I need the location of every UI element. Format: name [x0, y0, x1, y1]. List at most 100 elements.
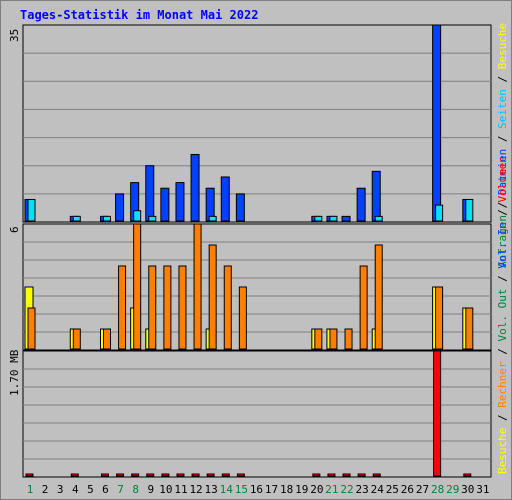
- x-tick-label-day-21: 21: [325, 483, 338, 496]
- bar-rechner-day-8: [133, 223, 142, 350]
- legend-entry: Volumen: [496, 156, 509, 203]
- x-tick-label-day-14: 14: [220, 483, 234, 496]
- legend-entry: /: [496, 69, 509, 90]
- bar-volumen-day-6: [100, 473, 109, 477]
- bar-rechner-day-4: [72, 328, 81, 350]
- bar-rechner-day-30: [465, 307, 474, 350]
- legend-entry: Rechner: [496, 361, 509, 408]
- bar-rechner-day-14: [223, 265, 232, 350]
- bar-dateien-day-23: [356, 187, 366, 222]
- x-tick-label-day-28: 28: [431, 483, 444, 496]
- x-tick-label-day-2: 2: [42, 483, 49, 496]
- legend-entry: /: [496, 407, 509, 428]
- panel-0-frame: [22, 24, 492, 223]
- bar-volumen-day-23: [357, 473, 366, 477]
- x-tick-label-day-19: 19: [295, 483, 308, 496]
- bar-volumen-day-20: [312, 473, 321, 477]
- bar-seiten-day-28: [435, 204, 444, 222]
- bar-rechner-day-7: [118, 265, 127, 350]
- x-tick-label-day-6: 6: [102, 483, 109, 496]
- bar-rechner-day-21: [329, 328, 338, 350]
- x-tick-label-day-12: 12: [189, 483, 202, 496]
- bar-rechner-day-20: [314, 328, 323, 350]
- bar-dateien-day-14: [220, 176, 230, 222]
- bar-seiten-day-1: [27, 198, 36, 222]
- bar-rechner-day-24: [374, 244, 383, 350]
- middle-panel-max-label: 6: [8, 226, 21, 233]
- bar-volumen-day-24: [372, 473, 381, 477]
- bar-dateien-day-28: [432, 24, 442, 222]
- bar-dateien-day-22: [341, 215, 351, 222]
- bar-volumen-day-14: [221, 473, 230, 477]
- x-tick-label-day-4: 4: [72, 483, 79, 496]
- bar-volumen-day-28: [433, 350, 442, 477]
- bar-seiten-day-9: [148, 215, 157, 222]
- x-tick-label-day-29: 29: [446, 483, 459, 496]
- x-tick-label-day-26: 26: [401, 483, 414, 496]
- bar-seiten-day-24: [374, 215, 383, 222]
- bar-rechner-day-9: [148, 265, 157, 350]
- bar-volumen-day-15: [236, 473, 245, 477]
- bar-dateien-day-9: [145, 165, 155, 222]
- bar-volumen-day-4: [70, 473, 79, 477]
- x-tick-label-day-15: 15: [235, 483, 248, 496]
- bar-rechner-day-13: [208, 244, 217, 350]
- x-tick-label-day-17: 17: [265, 483, 278, 496]
- x-tick-label-day-9: 9: [147, 483, 154, 496]
- bar-volumen-day-30: [463, 473, 472, 477]
- x-tick-label-day-31: 31: [476, 483, 489, 496]
- bar-rechner-day-1: [27, 307, 36, 350]
- bar-volumen-day-10: [161, 473, 170, 477]
- bar-seiten-day-13: [208, 215, 217, 222]
- x-tick-label-day-7: 7: [117, 483, 124, 496]
- legend-entry: Besuche: [496, 22, 509, 70]
- x-tick-label-day-1: 1: [27, 483, 34, 496]
- chart-title: Tages-Statistik im Monat Mai 2022: [20, 8, 259, 22]
- bar-volumen-day-1: [25, 473, 34, 477]
- bar-volumen-day-13: [206, 473, 215, 477]
- bar-seiten-day-20: [314, 215, 323, 222]
- bar-volumen-day-12: [191, 473, 200, 477]
- bar-rechner-day-15: [238, 286, 247, 350]
- x-tick-label-day-24: 24: [371, 483, 385, 496]
- bar-volumen-day-11: [176, 473, 185, 477]
- panel-2-frame: [22, 350, 492, 478]
- x-tick-label-day-13: 13: [205, 483, 218, 496]
- bar-volumen-day-21: [327, 473, 336, 477]
- bar-volumen-day-22: [342, 473, 351, 477]
- bar-rechner-day-11: [178, 265, 187, 350]
- bar-seiten-day-6: [102, 215, 111, 222]
- bar-rechner-day-10: [163, 265, 172, 350]
- legend-entry: Vol. In: [496, 222, 509, 269]
- bar-dateien-day-12: [190, 153, 200, 222]
- x-tick-label-day-27: 27: [416, 483, 429, 496]
- bar-rechner-day-23: [359, 265, 368, 350]
- bar-dateien-day-15: [235, 193, 245, 222]
- bar-rechner-day-6: [102, 328, 111, 350]
- bar-dateien-day-11: [175, 182, 185, 222]
- bar-dateien-day-7: [115, 193, 125, 222]
- bar-rechner-day-12: [193, 223, 202, 350]
- x-tick-label-day-3: 3: [57, 483, 64, 496]
- bar-volumen-day-8: [131, 473, 140, 477]
- top-panel-max-label: 35: [8, 28, 21, 42]
- bar-dateien-day-10: [160, 187, 170, 222]
- legend-entry: /: [496, 268, 509, 289]
- legend-entry: /: [496, 202, 509, 223]
- panel-1-frame: [22, 223, 492, 351]
- x-tick-label-day-8: 8: [132, 483, 139, 496]
- bar-seiten-day-30: [465, 198, 474, 222]
- bottom-panel-max-label: 1.70 MB: [8, 349, 21, 396]
- x-tick-label-day-16: 16: [250, 483, 263, 496]
- legend-entry: /: [496, 128, 509, 149]
- x-tick-label-day-5: 5: [87, 483, 94, 496]
- legend-entry: Seiten: [496, 89, 509, 129]
- legend-entry: /: [496, 341, 509, 362]
- bar-volumen-day-7: [116, 473, 125, 477]
- x-tick-label-day-18: 18: [280, 483, 293, 496]
- bar-rechner-day-28: [435, 286, 444, 350]
- legend-entry: Vol. Out: [496, 288, 509, 342]
- legend-entry: Besuche: [496, 427, 509, 474]
- bar-dateien-day-24: [371, 170, 381, 222]
